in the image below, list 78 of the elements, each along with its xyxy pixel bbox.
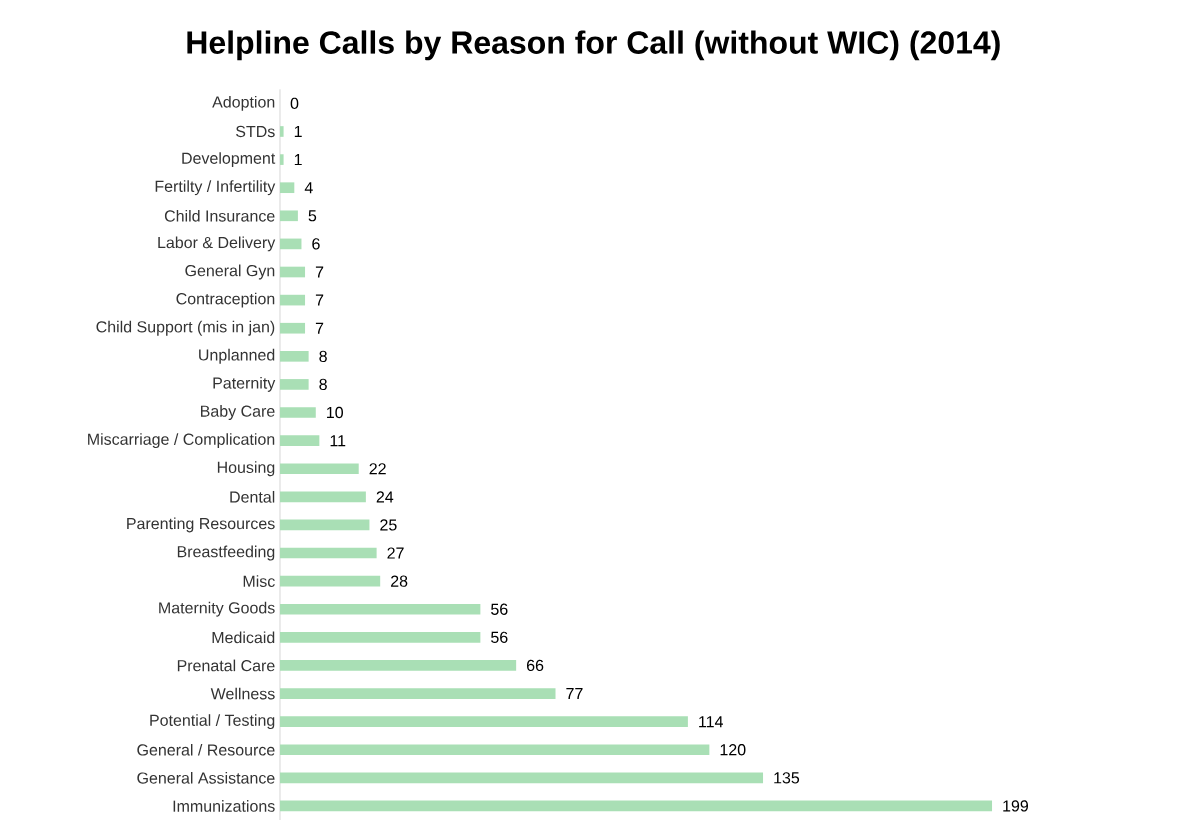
y-tick-label: Baby Care (201, 405, 275, 420)
bar (280, 379, 309, 390)
bar (280, 238, 302, 250)
bar (280, 407, 316, 418)
y-tick-label: Housing (217, 461, 275, 477)
data-label: 56 (491, 631, 508, 643)
data-label: 66 (527, 659, 544, 672)
data-label: 28 (391, 575, 408, 587)
bar (280, 154, 284, 165)
y-tick-label: Potential / Testing (150, 714, 275, 730)
data-label: 11 (330, 435, 346, 447)
bar (280, 632, 481, 643)
y-tick-label: Miscarriage / Complication (88, 433, 275, 449)
data-label: 135 (774, 772, 800, 784)
bar (280, 772, 764, 784)
data-label: 5 (308, 210, 317, 222)
data-label: 4 (304, 182, 313, 194)
data-label: 1 (294, 126, 302, 137)
data-label: 0 (290, 97, 299, 110)
y-tick-label: Unplanned (199, 348, 275, 364)
y-tick-label: Immunizations (173, 800, 275, 812)
y-tick-label: STDs (236, 125, 275, 138)
data-label: 114 (699, 716, 723, 728)
y-tick-label: Fertilty / Infertility (155, 180, 276, 196)
y-tick-label: Prenatal Care (177, 659, 275, 672)
y-tick-label: Labor & Delivery (158, 236, 276, 252)
data-label: 56 (491, 603, 508, 615)
y-tick-label: Maternity Goods (159, 601, 275, 617)
y-tick-label: Development (182, 152, 276, 168)
y-tick-label: Breastfeeding (177, 545, 275, 561)
data-label: 8 (319, 350, 327, 362)
y-tick-label: Wellness (210, 687, 275, 700)
y-tick-label: Dental (230, 490, 275, 503)
data-label: 7 (315, 266, 324, 278)
bar (280, 519, 370, 531)
y-tick-label: Medicaid (212, 631, 275, 644)
data-label: 24 (376, 491, 394, 503)
y-tick-label: Child Support (mis in jan) (96, 320, 275, 336)
data-label: 7 (315, 294, 324, 306)
bar (280, 491, 366, 503)
bar (280, 182, 295, 194)
bar (280, 800, 993, 812)
data-label: 199 (1003, 800, 1029, 812)
bar (280, 350, 309, 362)
data-label: 27 (387, 547, 404, 559)
y-tick-label: Misc (243, 575, 275, 587)
bar (280, 126, 284, 137)
data-label: 22 (369, 463, 386, 475)
data-label: 120 (720, 744, 746, 756)
bar (280, 688, 556, 699)
y-tick-label: Parenting Resources (127, 517, 275, 533)
bar (280, 322, 306, 334)
data-label: 10 (327, 406, 343, 419)
bar (280, 716, 688, 727)
bar (280, 294, 306, 306)
bar (280, 266, 306, 278)
bar (280, 660, 517, 671)
y-tick-label: Child Insurance (164, 209, 275, 222)
data-label: 77 (566, 688, 583, 700)
bar (280, 210, 298, 222)
data-label: 1 (294, 154, 302, 166)
data-label: 6 (312, 238, 320, 250)
y-tick-label: Adoption (212, 95, 275, 111)
data-label: 25 (380, 519, 397, 531)
data-label: 8 (319, 378, 327, 391)
y-tick-label: Contraception (176, 292, 275, 308)
bar (280, 744, 710, 756)
bar (280, 575, 381, 587)
bar (280, 547, 377, 559)
bar (280, 463, 359, 475)
bar (280, 435, 320, 446)
y-tick-label: Paternity (213, 376, 276, 392)
data-label: 7 (315, 322, 324, 334)
y-tick-label: General / Resource (137, 743, 275, 756)
bar (280, 603, 481, 615)
y-tick-label: General Gyn (185, 264, 275, 280)
chart-title: Helpline Calls by Reason for Call (without WIC) (2014) (187, 30, 1000, 61)
y-tick-label: General Assistance (137, 771, 275, 784)
